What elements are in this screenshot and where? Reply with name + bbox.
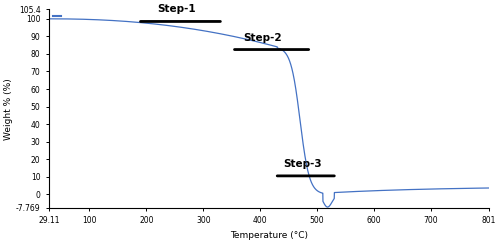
- Y-axis label: Weight % (%): Weight % (%): [4, 78, 13, 140]
- Legend: : [52, 13, 68, 20]
- X-axis label: Temperature (°C): Temperature (°C): [230, 231, 308, 240]
- Text: Step-3: Step-3: [284, 159, 322, 169]
- Text: Step-1: Step-1: [157, 4, 196, 14]
- Text: Step-2: Step-2: [244, 32, 282, 42]
